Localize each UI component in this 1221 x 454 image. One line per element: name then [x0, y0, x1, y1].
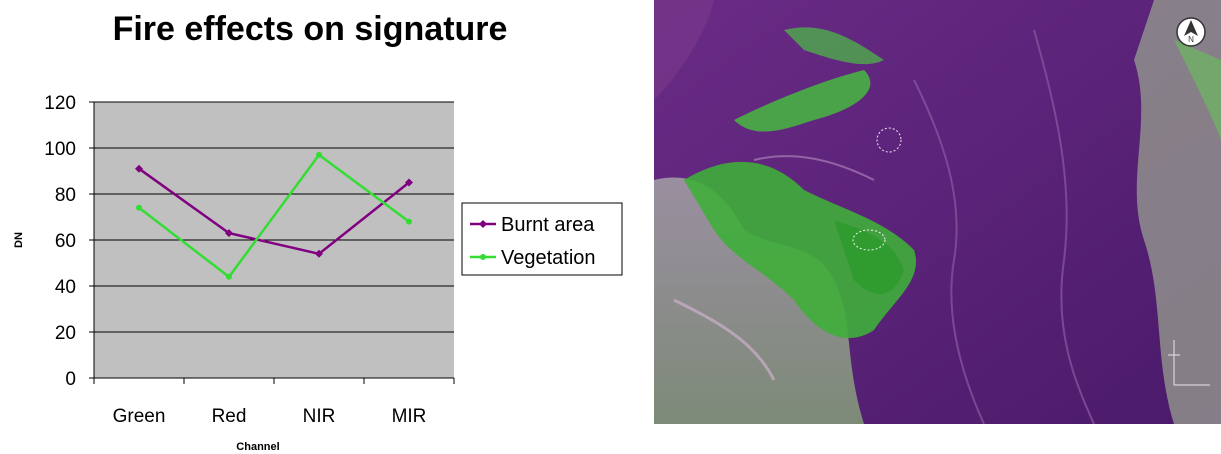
chart: Fire effects on signature 0 20 40 60 80 100 12… — [13, 10, 623, 453]
data-point — [406, 218, 412, 225]
chart-title: Fire effects on signature — [113, 10, 508, 48]
y-tick-label: 60 — [55, 231, 76, 252]
data-point — [315, 249, 323, 258]
y-axis-label: DN — [13, 232, 25, 248]
legend-label: Vegetation — [501, 247, 596, 269]
north-arrow-icon: N — [1176, 17, 1206, 47]
north-label: N — [1188, 35, 1194, 44]
y-tick-label: 100 — [44, 139, 76, 160]
y-tick-label: 120 — [44, 93, 76, 114]
data-point — [225, 229, 233, 238]
x-tick-labels: Green Red NIR MIR — [113, 406, 427, 427]
data-point — [316, 151, 322, 158]
data-point — [136, 204, 142, 211]
x-axis-label: Channel — [236, 441, 279, 453]
legend-label: Burnt area — [501, 214, 595, 236]
data-point — [405, 178, 413, 187]
legend-marker — [480, 254, 486, 260]
data-point — [135, 164, 143, 173]
data-point — [226, 273, 232, 280]
scale-bar — [1168, 340, 1210, 386]
series-line-0 — [138, 167, 410, 256]
satellite-image: N — [654, 0, 1221, 424]
y-tick-labels: 0 20 40 60 80 100 120 — [44, 93, 76, 390]
y-tick-label: 40 — [55, 277, 76, 298]
axes — [89, 101, 455, 384]
legend: Burnt area Vegetation — [461, 202, 623, 276]
x-tick-label: NIR — [303, 406, 336, 427]
x-tick-label: Green — [113, 406, 166, 427]
y-tick-label: 20 — [55, 323, 76, 344]
y-tick-label: 0 — [65, 369, 76, 390]
x-tick-label: MIR — [392, 406, 427, 427]
legend-box — [461, 202, 623, 276]
series-line-1 — [138, 153, 410, 279]
y-tick-label: 80 — [55, 185, 76, 206]
series-group — [135, 151, 413, 280]
gridlines — [94, 101, 454, 333]
legend-marker — [479, 220, 487, 228]
x-tick-label: Red — [212, 406, 247, 427]
